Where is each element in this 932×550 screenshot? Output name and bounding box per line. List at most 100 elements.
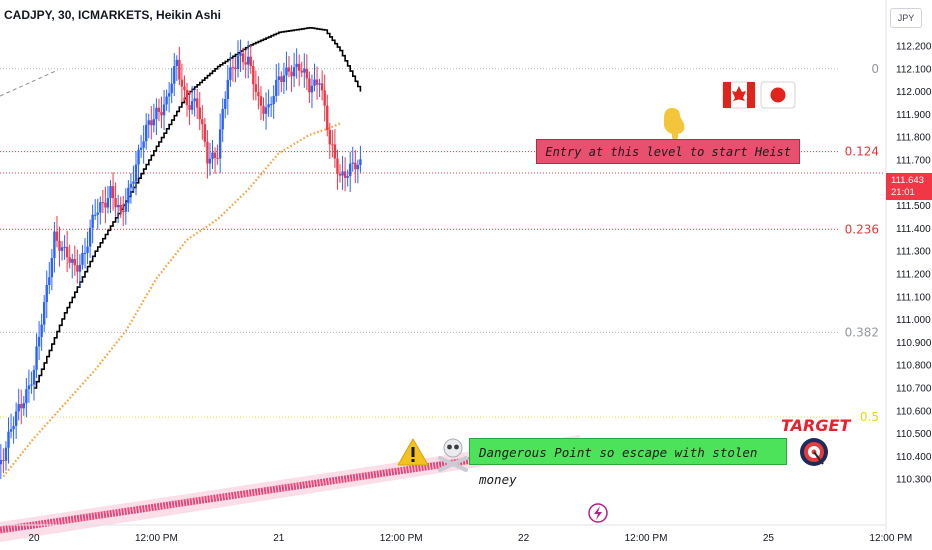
y-tick-label: 111.000 xyxy=(896,315,931,326)
candle-body xyxy=(127,187,130,204)
candle-body xyxy=(196,98,199,108)
candle-body xyxy=(48,277,51,286)
candle-body xyxy=(60,247,64,251)
trend-band-core xyxy=(0,449,521,534)
candle-body xyxy=(326,105,329,131)
trend-band xyxy=(0,69,580,542)
candle-body xyxy=(190,101,194,110)
candle-body xyxy=(221,108,224,130)
candle-body xyxy=(71,259,74,263)
y-tick-label: 112.200 xyxy=(896,42,932,53)
candle-body xyxy=(53,231,56,258)
candle-body xyxy=(208,158,212,164)
candle-body xyxy=(185,89,189,106)
y-tick-label: 111.100 xyxy=(896,292,931,303)
candle-body xyxy=(17,404,20,412)
candle-body xyxy=(234,67,237,69)
candle-body xyxy=(318,83,321,85)
candle-body xyxy=(313,79,316,86)
lightning-icon xyxy=(588,503,608,523)
candle-body xyxy=(124,203,127,212)
candle-body xyxy=(264,107,268,114)
y-tick-label: 110.900 xyxy=(896,338,932,349)
candle-body xyxy=(91,214,94,228)
currency-selector[interactable]: JPY xyxy=(890,8,922,28)
x-tick-label: 25 xyxy=(763,533,775,544)
candle-body xyxy=(257,91,260,97)
candle-body xyxy=(152,119,156,126)
candle-body xyxy=(20,404,23,409)
candle-body xyxy=(106,198,110,208)
candle-body xyxy=(300,70,303,73)
flag-canada-icon xyxy=(722,81,756,109)
candle-body xyxy=(224,99,227,109)
candles xyxy=(0,39,362,480)
candle-body xyxy=(111,186,115,199)
candle-body xyxy=(104,202,107,208)
candle-body xyxy=(198,107,201,120)
candle-body xyxy=(231,67,235,69)
x-tick-label: 12:00 PM xyxy=(625,533,668,544)
candle-body xyxy=(12,425,15,430)
candle-body xyxy=(129,183,133,188)
candle-body xyxy=(86,246,89,253)
ma-fast-line xyxy=(34,27,362,389)
candle-body xyxy=(122,211,125,213)
candle-body xyxy=(76,265,79,272)
candle-body xyxy=(50,257,54,278)
candle-body xyxy=(252,66,255,85)
candle-body xyxy=(295,63,298,68)
candle-body xyxy=(109,186,112,199)
candle-body xyxy=(134,164,138,182)
candle-body xyxy=(9,429,13,432)
y-tick-label: 110.600 xyxy=(896,406,932,417)
y-tick-label: 110.300 xyxy=(896,475,932,486)
candle-body xyxy=(7,431,10,448)
candle-body xyxy=(292,67,296,77)
trend-dashed xyxy=(0,69,59,97)
moving-averages xyxy=(2,27,362,478)
candle-body xyxy=(94,214,97,216)
fib-label: 0.5 xyxy=(860,410,879,424)
candle-body xyxy=(114,198,117,208)
candle-body xyxy=(170,83,173,94)
candle-body xyxy=(328,130,331,145)
candle-body xyxy=(277,76,280,80)
candle-body xyxy=(175,59,178,66)
candle-body xyxy=(88,227,92,247)
candle-body xyxy=(40,324,43,337)
candle-body xyxy=(236,55,240,69)
last-price-tag: 111.643 21:01 xyxy=(886,173,932,200)
candle-body xyxy=(58,240,61,251)
danger-annotation: Dangerous Point so escape with stolen mo… xyxy=(469,438,787,487)
y-tick-label: 111.900 xyxy=(896,110,931,121)
candle-body xyxy=(282,75,286,82)
y-tick-label: 110.700 xyxy=(896,384,932,395)
chart-title: CADJPY, 30, ICMARKETS, Heikin Ashi xyxy=(4,8,221,22)
candle-body xyxy=(267,104,270,108)
candle-body xyxy=(157,107,161,112)
fib-label: 0 xyxy=(871,62,879,76)
y-tick-label: 112.100 xyxy=(896,64,932,75)
candle-body xyxy=(206,141,209,164)
pointing-hand-icon xyxy=(664,108,685,140)
candle-body xyxy=(244,62,247,65)
candle-body xyxy=(14,411,18,426)
candle-body xyxy=(333,144,337,159)
candle-body xyxy=(249,56,252,67)
candle-body xyxy=(323,90,326,106)
candle-body xyxy=(2,460,5,462)
decorations xyxy=(397,81,828,523)
candle-body xyxy=(183,86,186,90)
candle-body xyxy=(315,79,319,85)
candle-body xyxy=(226,79,229,100)
candle-body xyxy=(25,389,28,404)
candle-body xyxy=(343,171,347,178)
y-tick-label: 110.800 xyxy=(896,361,932,372)
candle-body xyxy=(201,119,204,125)
fib-label: 0.382 xyxy=(845,325,879,339)
candle-body xyxy=(203,124,207,142)
last-price-value: 111.643 xyxy=(891,175,924,186)
